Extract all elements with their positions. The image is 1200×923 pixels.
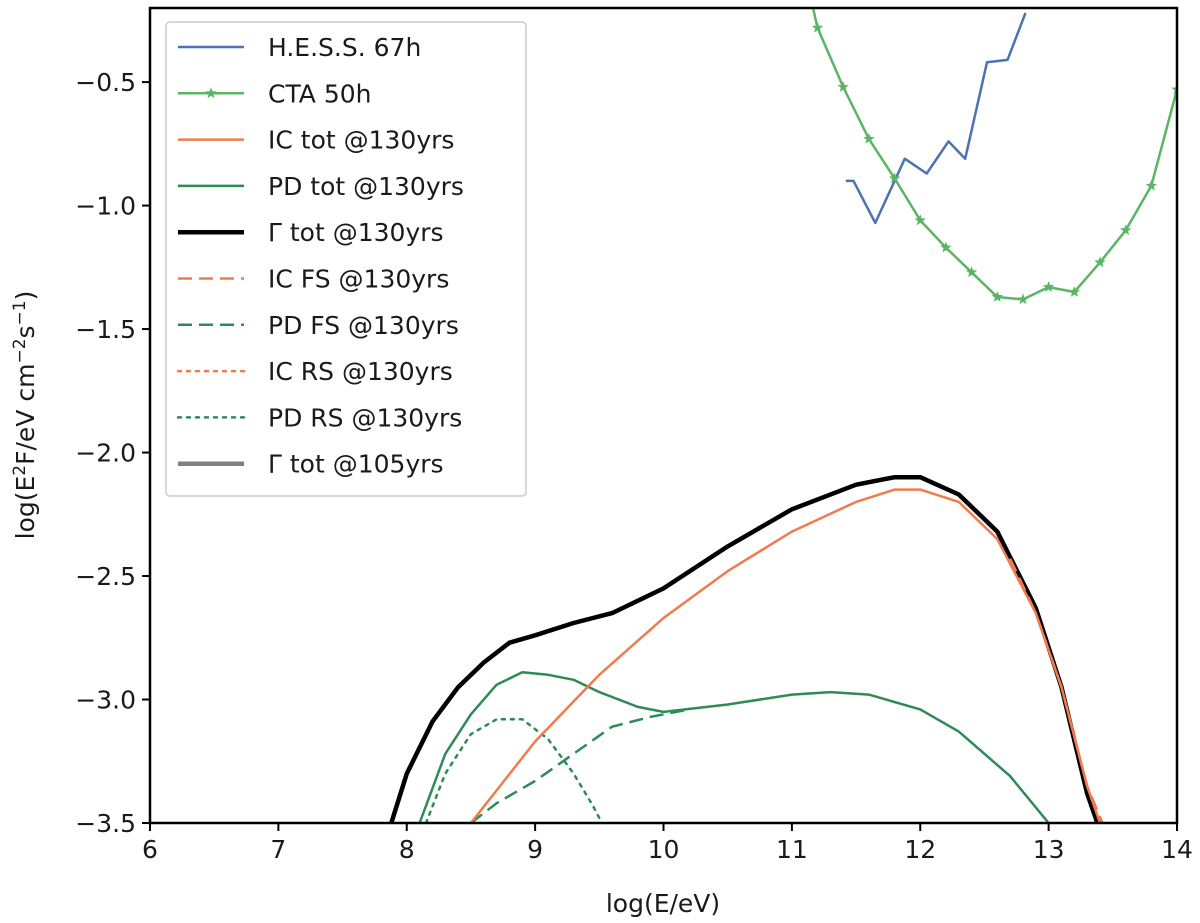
data-point xyxy=(991,291,1003,302)
x-axis: 6 7 8 9 10 11 12 13 14 xyxy=(142,823,1193,864)
series-layer xyxy=(389,8,1177,823)
data-point xyxy=(1068,286,1080,297)
series-line-ic-fs-130yrs xyxy=(1008,558,1104,823)
series-line-pd-fs-130yrs xyxy=(470,708,690,823)
legend-label-ic-rs-130yrs: IC RS @130yrs xyxy=(268,357,453,386)
legend-label-ic-tot-130yrs: IC tot @130yrs xyxy=(268,126,454,155)
data-point xyxy=(811,21,824,33)
y-tick-label: −3.0 xyxy=(75,686,136,715)
y-tick-label: −2.5 xyxy=(75,562,136,591)
x-axis-label: log(E/eV) xyxy=(606,889,720,918)
y-tick-label: −2.0 xyxy=(75,439,136,468)
series-line-cta-50h xyxy=(811,8,1177,301)
data-point xyxy=(914,214,926,226)
data-point xyxy=(863,132,875,144)
series-line-pd-rs-130yrs xyxy=(424,718,604,823)
y-tick-label: −3.5 xyxy=(75,809,136,838)
x-tick-label: 12 xyxy=(904,835,936,864)
data-point xyxy=(1042,281,1055,292)
data-point xyxy=(1017,293,1029,305)
y-axis-label: log(E2F/eV cm−2s−1) xyxy=(10,291,40,540)
y-axis: −3.5 −3.0 −2.5 −2.0 −1.5 −1.0 −0.5 xyxy=(75,68,150,838)
legend-marker xyxy=(205,87,217,99)
data-point xyxy=(1094,256,1106,268)
legend-label-cta-50h: CTA 50h xyxy=(268,79,372,108)
series-line-pd-tot-130yrs xyxy=(418,671,1050,823)
data-point xyxy=(965,266,978,278)
series-line-h-e-s-s-67h xyxy=(845,12,1027,225)
data-point xyxy=(1145,179,1157,191)
legend-box xyxy=(165,21,527,497)
legend: H.E.S.S. 67h CTA 50h IC tot @130yrs PD tot … xyxy=(165,21,527,497)
x-tick-label: 8 xyxy=(399,835,415,864)
x-tick-label: 13 xyxy=(1033,835,1065,864)
data-point xyxy=(1171,83,1177,95)
legend-label-pd-fs-130yrs: PD FS @130yrs xyxy=(268,311,459,340)
legend-label-ic-fs-130yrs: IC FS @130yrs xyxy=(268,265,449,294)
series-line-gamma-tot-130yrs xyxy=(389,474,1100,823)
x-tick-label: 10 xyxy=(648,835,680,864)
y-tick-label: −0.5 xyxy=(75,68,136,97)
y-tick-label: −1.0 xyxy=(75,192,136,221)
y-tick-label: −1.5 xyxy=(75,315,136,344)
x-tick-label: 6 xyxy=(142,835,158,864)
legend-label-gamma-tot-105yrs: Γ tot @105yrs xyxy=(268,450,444,479)
data-point xyxy=(888,172,901,184)
data-point xyxy=(940,241,952,253)
data-point xyxy=(837,81,849,92)
legend-label-pd-tot-130yrs: PD tot @130yrs xyxy=(268,172,464,201)
x-tick-label: 14 xyxy=(1161,835,1193,864)
x-tick-label: 11 xyxy=(776,835,808,864)
legend-label-gamma-tot-130yrs: Γ tot @130yrs xyxy=(268,218,444,247)
x-tick-label: 9 xyxy=(527,835,543,864)
x-tick-label: 7 xyxy=(270,835,286,864)
data-point xyxy=(1119,224,1132,236)
legend-label-h-e-s-s-67h: H.E.S.S. 67h xyxy=(268,33,421,62)
legend-label-pd-rs-130yrs: PD RS @130yrs xyxy=(268,403,462,432)
